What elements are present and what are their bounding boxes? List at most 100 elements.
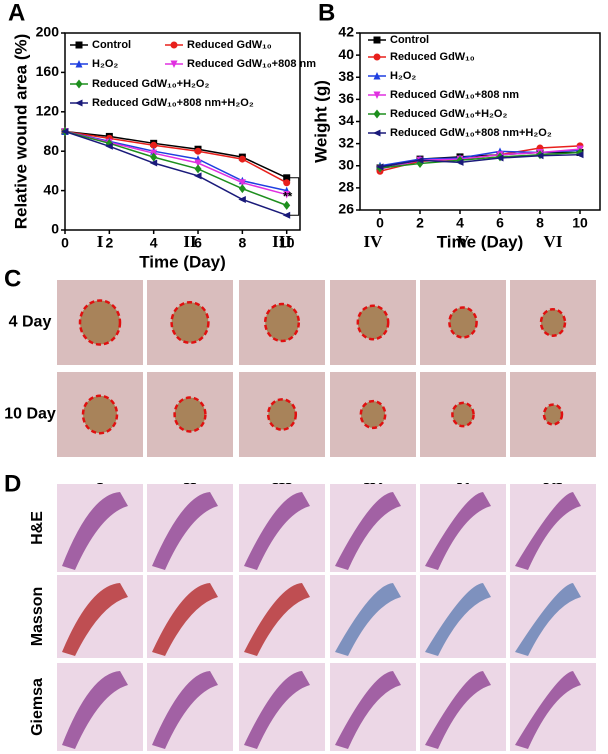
y-tick-label: 40 bbox=[338, 46, 354, 62]
x-tick-label: 10 bbox=[279, 235, 295, 251]
marker bbox=[194, 172, 202, 180]
x-tick-label: 6 bbox=[496, 215, 504, 231]
series-line bbox=[64, 130, 288, 179]
marker bbox=[283, 174, 291, 182]
marker bbox=[373, 53, 381, 61]
legend-label: Reduced GdW₁₀+H₂O₂ bbox=[92, 78, 209, 90]
y-tick-label: 36 bbox=[338, 90, 354, 106]
marker bbox=[373, 129, 381, 137]
x-tick-label: 0 bbox=[376, 215, 384, 231]
legend-label: Control bbox=[390, 34, 429, 46]
y-axis-label: Weight (g) bbox=[311, 80, 330, 163]
x-tick-label: 0 bbox=[61, 235, 69, 251]
marker bbox=[238, 184, 246, 194]
tissue bbox=[515, 671, 581, 749]
legend-label: Reduced GdW₁₀ bbox=[390, 51, 475, 63]
marker bbox=[456, 158, 464, 166]
y-tick-label: 32 bbox=[338, 134, 354, 150]
row-label: 10 Day bbox=[4, 406, 56, 423]
tissue bbox=[244, 583, 310, 656]
legend-label: Reduced GdW₁₀+808 nm+H₂O₂ bbox=[390, 127, 552, 139]
column-label: VI bbox=[544, 232, 563, 251]
marker bbox=[282, 211, 291, 219]
marker bbox=[238, 155, 246, 163]
tissue bbox=[425, 492, 491, 570]
x-tick-label: 2 bbox=[105, 235, 113, 251]
series-line bbox=[64, 130, 287, 216]
tissue bbox=[62, 671, 128, 749]
tissue bbox=[62, 583, 128, 656]
y-tick-label: 200 bbox=[36, 24, 60, 40]
series-line bbox=[379, 153, 581, 168]
marker bbox=[170, 60, 178, 68]
wound bbox=[542, 403, 564, 426]
tissue bbox=[152, 671, 218, 749]
marker bbox=[194, 147, 202, 155]
tissue bbox=[335, 583, 401, 656]
marker bbox=[373, 72, 381, 80]
series-line bbox=[379, 151, 581, 169]
x-tick-label: 10 bbox=[572, 215, 588, 231]
marker bbox=[150, 141, 158, 149]
annotation: ** bbox=[283, 190, 293, 204]
tissue bbox=[152, 492, 218, 570]
legend-label: H₂O₂ bbox=[92, 58, 118, 70]
wound bbox=[173, 396, 207, 433]
y-axis-label: Relative wound area (%) bbox=[11, 34, 30, 230]
row-label: Giemsa bbox=[29, 678, 46, 736]
legend-label: Reduced GdW₁₀+H₂O₂ bbox=[390, 108, 507, 120]
marker bbox=[75, 60, 83, 68]
x-tick-label: 8 bbox=[238, 235, 246, 251]
legend-label: Control bbox=[92, 39, 131, 51]
marker bbox=[496, 154, 504, 162]
y-tick-label: 0 bbox=[51, 221, 59, 237]
tissue bbox=[152, 583, 218, 656]
wound bbox=[78, 299, 122, 346]
series-line bbox=[64, 130, 287, 196]
y-tick-label: 38 bbox=[338, 68, 354, 84]
marker bbox=[536, 152, 544, 160]
tissue bbox=[515, 492, 581, 570]
marker bbox=[61, 128, 69, 135]
tissue bbox=[515, 583, 581, 656]
legend-label: H₂O₂ bbox=[390, 70, 416, 82]
row-label: Masson bbox=[29, 587, 46, 647]
marker bbox=[238, 195, 246, 203]
series-line bbox=[64, 130, 287, 207]
wound bbox=[451, 401, 475, 428]
wound bbox=[266, 398, 298, 431]
marker bbox=[373, 109, 381, 119]
y-tick-label: 30 bbox=[338, 156, 354, 172]
tissue bbox=[335, 671, 401, 749]
wound bbox=[170, 301, 210, 344]
y-tick-label: 40 bbox=[43, 181, 59, 197]
tissue bbox=[62, 492, 128, 570]
y-tick-label: 26 bbox=[338, 201, 354, 217]
marker bbox=[376, 163, 384, 171]
legend-label: Reduced GdW₁₀+808 nm bbox=[187, 58, 316, 70]
y-tick-label: 28 bbox=[338, 179, 354, 195]
tissue bbox=[244, 492, 310, 570]
marker bbox=[283, 179, 291, 187]
y-tick-label: 80 bbox=[43, 142, 59, 158]
wound bbox=[263, 302, 301, 343]
legend-label: Reduced GdW₁₀+808 nm+H₂O₂ bbox=[92, 97, 254, 109]
wound bbox=[81, 394, 119, 435]
series-line bbox=[64, 130, 288, 184]
y-tick-label: 120 bbox=[36, 103, 60, 119]
marker bbox=[170, 41, 178, 49]
marker bbox=[150, 152, 158, 162]
marker bbox=[416, 156, 424, 164]
x-tick-label: 4 bbox=[456, 215, 464, 231]
marker bbox=[576, 151, 584, 159]
wound bbox=[356, 304, 390, 341]
significance-bracket bbox=[289, 177, 300, 216]
wound bbox=[359, 399, 387, 430]
marker bbox=[238, 179, 246, 187]
marker bbox=[283, 200, 291, 210]
legend-label: Reduced GdW₁₀+808 nm bbox=[390, 89, 519, 101]
panel-letter: B bbox=[318, 0, 335, 26]
marker bbox=[75, 99, 83, 107]
column-label: III bbox=[272, 232, 292, 251]
